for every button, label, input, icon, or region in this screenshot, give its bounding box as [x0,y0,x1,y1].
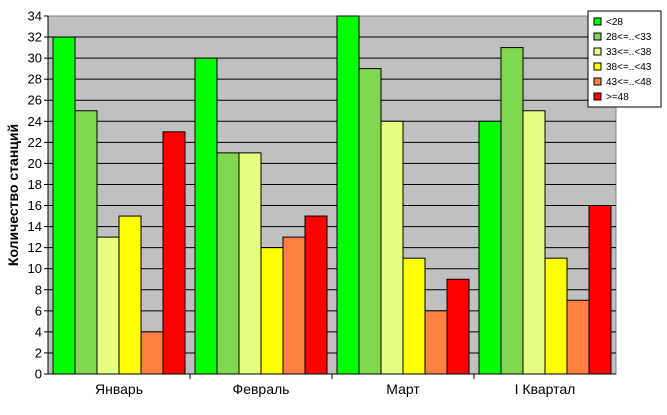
bar [304,215,328,375]
bar [424,310,448,375]
bar [96,236,120,375]
bar [380,120,404,375]
y-tick-label: 28 [28,72,42,87]
bar [118,215,142,375]
legend-label: 43<=..<48 [606,77,652,88]
y-tick-label: 6 [35,303,42,318]
y-tick-label: 4 [35,324,42,339]
y-tick-label: 0 [35,367,42,382]
legend-label: <28 [606,17,623,28]
bar [588,205,612,375]
legend-label: >=48 [606,92,629,103]
bar [162,131,186,375]
x-category-label: Февраль [233,381,290,397]
y-tick-label: 20 [28,156,42,171]
legend-label: 28<=..<33 [606,32,652,43]
legend-swatch [593,77,602,86]
y-tick-label: 18 [28,177,42,192]
bar [194,57,218,375]
y-tick-label: 2 [35,345,42,360]
y-tick-label: 24 [28,114,42,129]
y-axis-label: Количество станций [5,124,21,266]
y-tick-label: 22 [28,135,42,150]
x-category-label: Март [386,381,420,397]
y-tick-label: 10 [28,261,42,276]
bar [52,36,76,375]
legend-swatch [593,17,602,26]
y-tick-label: 26 [28,93,42,108]
bar [566,299,590,375]
y-tick-label: 34 [28,9,42,24]
legend: <28 28<=..<33 33<=..<38 38<=..<43 43<=..<48 >… [587,10,662,108]
y-tick-label: 12 [28,240,42,255]
y-tick-label: 32 [28,30,42,45]
axes [44,15,616,379]
bar [402,257,426,375]
y-tick-label: 8 [35,282,42,297]
bar [500,47,524,375]
bar [216,152,240,375]
y-tick-label: 30 [28,51,42,66]
x-category-labels: Январь Февраль Март I Квартал [95,381,575,397]
bar [238,152,262,375]
legend-label: 33<=..<38 [606,47,652,58]
legend-label: 38<=..<43 [606,62,652,73]
y-tick-label: 16 [28,198,42,213]
bar [140,331,164,375]
legend-swatch [593,47,602,56]
bar [522,110,546,375]
x-category-label: Январь [95,381,143,397]
legend-swatch [593,32,602,41]
legend-swatch [593,92,602,101]
bar [74,110,98,375]
legend-swatch [593,62,602,71]
bar [358,68,382,375]
bar [336,15,360,375]
bar [260,247,284,375]
bar [544,257,568,375]
bars-group [52,15,612,375]
bar [446,278,470,375]
bar [478,120,502,375]
y-tick-label: 14 [28,219,42,234]
bar [282,236,306,375]
x-category-label: I Квартал [515,381,576,397]
legend-box [587,10,662,108]
